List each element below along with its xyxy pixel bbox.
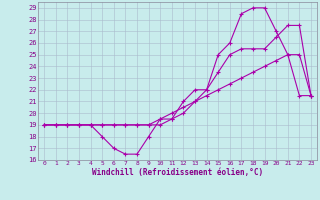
X-axis label: Windchill (Refroidissement éolien,°C): Windchill (Refroidissement éolien,°C) <box>92 168 263 177</box>
